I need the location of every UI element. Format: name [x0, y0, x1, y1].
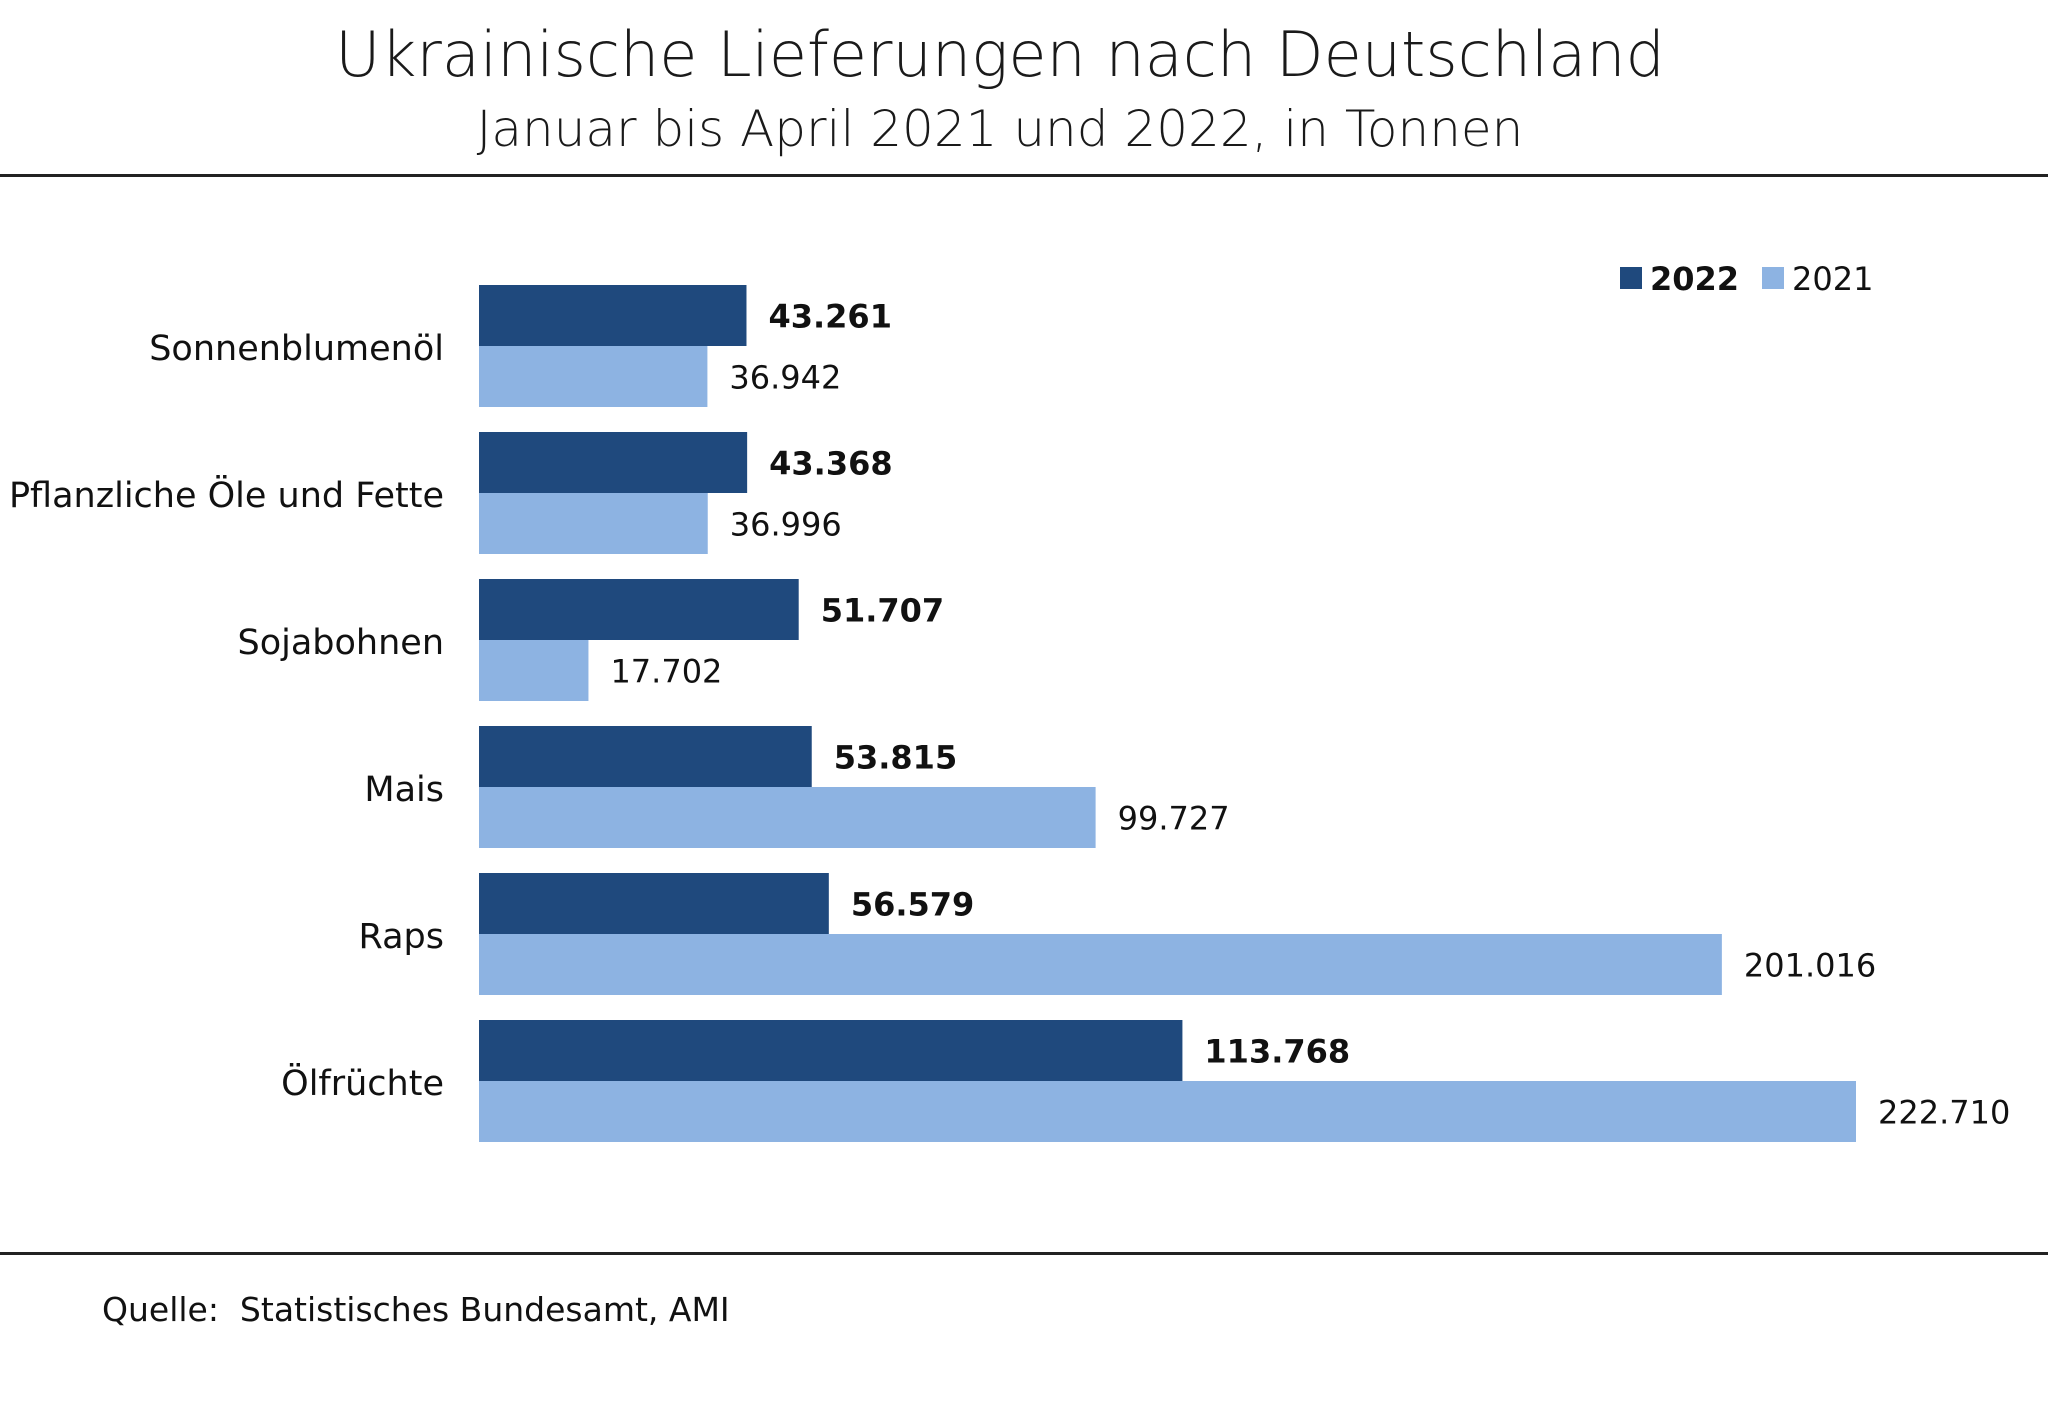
bar	[479, 432, 748, 493]
bar	[479, 493, 708, 554]
legend-label: 2021	[1792, 260, 1873, 298]
data-label: 99.727	[1118, 800, 1230, 838]
category-label: Raps	[359, 917, 444, 957]
category-label: Sojabohnen	[237, 623, 444, 663]
bar	[479, 640, 589, 701]
legend-label: 2022	[1650, 260, 1739, 298]
data-label: 36.942	[729, 359, 841, 397]
header-rule	[0, 174, 2048, 177]
bar	[479, 873, 829, 934]
bar	[479, 934, 1722, 995]
chart-subtitle: Januar bis April 2021 und 2022, in Tonne…	[476, 100, 1524, 158]
bar	[479, 787, 1096, 848]
category-label: Ölfrüchte	[281, 1062, 444, 1104]
data-label: 56.579	[851, 886, 974, 924]
data-label: 113.768	[1204, 1033, 1350, 1071]
bar	[479, 1081, 1856, 1142]
bar	[479, 1020, 1183, 1081]
bar	[479, 285, 747, 346]
legend-swatch	[1620, 267, 1642, 289]
data-label: 43.261	[768, 298, 891, 336]
bar-chart: Sonnenblumenöl 43.261 36.942 Pflanzliche Öl…	[9, 260, 2010, 1142]
data-label: 51.707	[821, 592, 944, 630]
data-label: 17.702	[610, 653, 722, 691]
data-label: 43.368	[769, 445, 892, 483]
chart-title: Ukrainische Lieferungen nach Deutschland	[335, 18, 1665, 91]
category-label: Pflanzliche Öle und Fette	[9, 474, 444, 516]
bar	[479, 726, 812, 787]
legend-swatch	[1762, 267, 1784, 289]
data-label: 53.815	[834, 739, 957, 777]
data-label: 36.996	[730, 506, 842, 544]
data-label: 201.016	[1744, 947, 1876, 985]
category-label: Sonnenblumenöl	[149, 329, 444, 369]
data-label: 222.710	[1878, 1094, 2010, 1132]
category-label: Mais	[364, 770, 444, 810]
footer-rule	[0, 1252, 2048, 1255]
source-note: Quelle: Statistisches Bundesamt, AMI	[102, 1290, 730, 1329]
bar	[479, 346, 708, 407]
bar	[479, 579, 799, 640]
